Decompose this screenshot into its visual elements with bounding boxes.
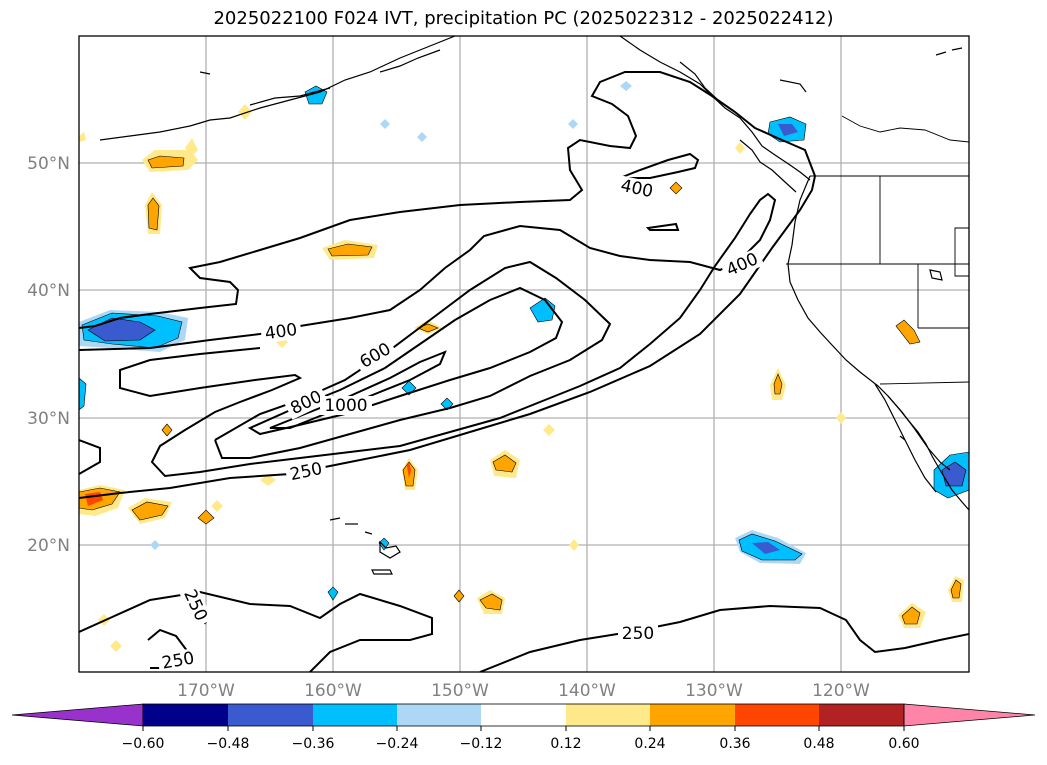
lon-label-150w: 150°W [431, 681, 489, 701]
lon-labels: 170°W 160°W 150°W 140°W 130°W 120°W [177, 681, 870, 701]
precip-positive-patch [79, 132, 86, 142]
precip-positive-patch [147, 197, 160, 231]
colorbar-segment [313, 704, 397, 726]
precip-positive-patch [327, 243, 373, 257]
lon-label-120w: 120°W [812, 681, 870, 701]
lat-label-50n: 50°N [27, 154, 70, 174]
precip-positive-patch [950, 579, 962, 599]
ivt-contour-250 [79, 71, 816, 329]
colorbar-tick-label: −0.24 [376, 736, 419, 752]
precip-positive-patch [161, 423, 173, 437]
colorbar-segment [228, 704, 313, 726]
lat-label-40n: 40°N [27, 281, 70, 301]
precip-positive-patch [211, 500, 223, 512]
colorbar: −0.60 −0.48 −0.36 −0.24 −0.12 0.12 0.24 … [11, 703, 1036, 752]
lat-labels: 50°N 40°N 30°N 20°N [27, 154, 70, 556]
ivt-contour-250 [79, 175, 816, 499]
precip-positive-patch [479, 593, 503, 611]
precip-negative-patch [568, 119, 578, 129]
precip-negative-patch [79, 377, 87, 411]
ivt-contour-250 [79, 590, 433, 672]
contour-label-400: 400 [264, 320, 299, 344]
contour-label-250: 250 [622, 624, 654, 644]
precip-positive-patch [569, 539, 579, 551]
colorbar-segment [566, 704, 650, 726]
colorbar-segment-high [903, 703, 1036, 727]
precip-positive-patch [197, 509, 215, 525]
lat-label-30n: 30°N [27, 409, 70, 429]
precip-negative-patch [150, 540, 160, 550]
ivt-contour-400 [619, 152, 700, 179]
precip-positive-patch [773, 373, 783, 395]
ivt-contour-250 [479, 604, 969, 672]
colorbar-segment [650, 704, 735, 726]
colorbar-tick-label: −0.60 [122, 736, 165, 752]
precip-positive-patch [407, 462, 411, 478]
precip-positive-patch [453, 589, 465, 603]
contour-label-250: 250 [160, 648, 195, 673]
colorbar-tick-label: −0.12 [460, 736, 503, 752]
precip-negative-patch [380, 119, 390, 129]
precip-positive-patch [238, 104, 252, 120]
precip-negative-patch [752, 542, 780, 554]
precip-negative-patch [620, 81, 632, 91]
colorbar-segment [397, 704, 481, 726]
precip-positive-patch [185, 138, 198, 156]
lat-label-20n: 20°N [27, 536, 70, 556]
precip-negative-patch [778, 124, 798, 136]
ivt-contour-250 [79, 439, 101, 475]
colorbar-tick-label: 0.60 [888, 736, 919, 752]
precip-positive-patch [836, 412, 846, 424]
colorbar-tick-label: 0.12 [550, 736, 581, 752]
precip-positive-patch [669, 181, 683, 195]
map-title: 2025022100 F024 IVT, precipitation PC (2… [213, 8, 834, 29]
precip-negative-patch [327, 586, 339, 601]
colorbar-segment [143, 704, 228, 726]
precip-positive-patch [110, 640, 122, 652]
precip-positive-patch [895, 319, 921, 345]
precip-negative-patch [378, 537, 390, 551]
precip-negative-patch [417, 132, 427, 142]
lon-label-140w: 140°W [558, 681, 616, 701]
precip-positive-patch [901, 606, 921, 625]
coastlines [99, 36, 969, 575]
map-frame [78, 35, 970, 673]
colorbar-tick-label: 0.48 [803, 736, 834, 752]
ivt-contour-400 [79, 192, 777, 478]
colorbar-tick-label: −0.48 [207, 736, 250, 752]
colorbar-tick-label: −0.36 [292, 736, 335, 752]
precip-positive-patch [131, 501, 169, 521]
ivt-contour-400 [645, 222, 680, 231]
precip-positive-patch [492, 454, 517, 473]
lon-label-130w: 130°W [685, 681, 743, 701]
colorbar-segment [735, 704, 819, 726]
precip-positive-patch [543, 424, 555, 436]
lon-label-160w: 160°W [304, 681, 362, 701]
lon-label-170w: 170°W [177, 681, 235, 701]
colorbar-segment [819, 704, 904, 726]
colorbar-tick-label: 0.36 [719, 736, 750, 752]
precip-positive-patch [260, 474, 276, 486]
contour-label-1000: 1000 [324, 396, 367, 416]
colorbar-segment-low [11, 703, 144, 727]
colorbar-segment [481, 704, 566, 726]
precip-positive-patch [735, 142, 745, 154]
precip-positive-patch [147, 155, 185, 169]
colorbar-tick-label: 0.24 [634, 736, 665, 752]
